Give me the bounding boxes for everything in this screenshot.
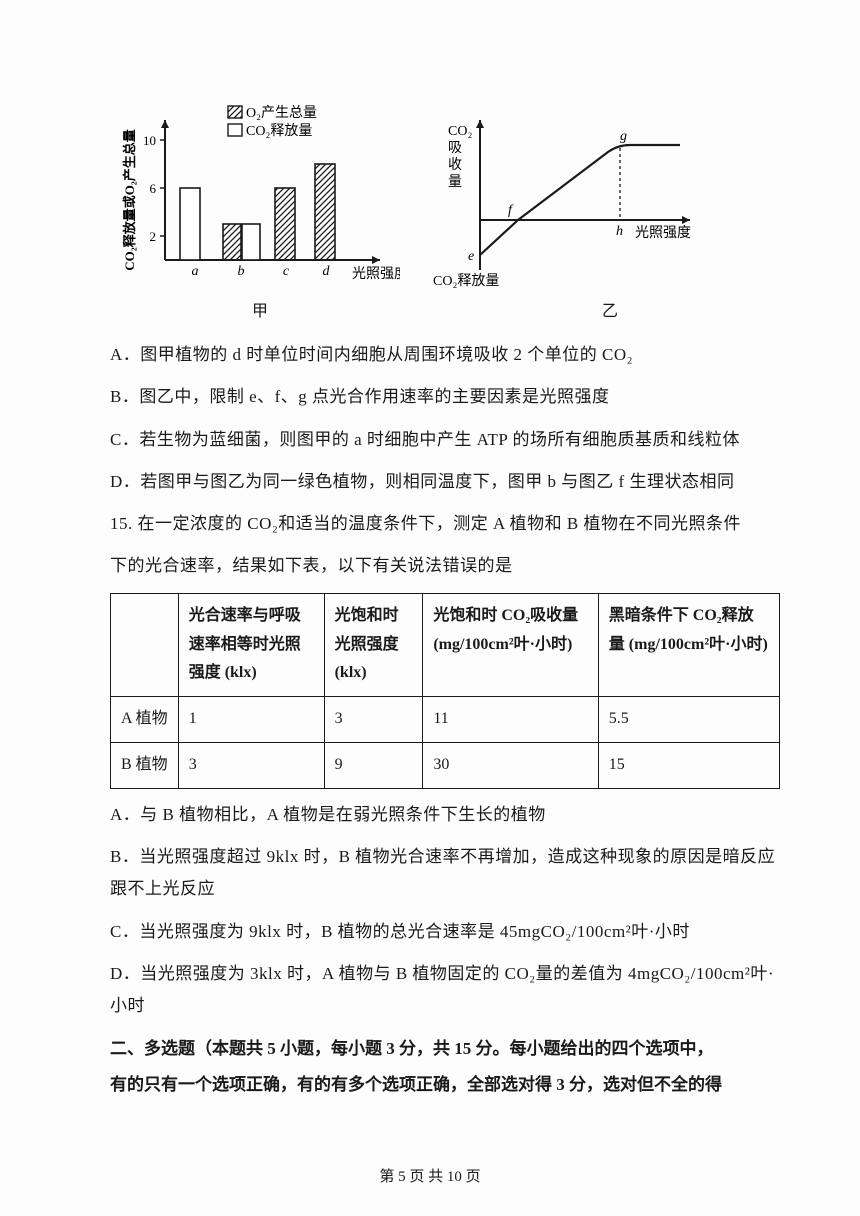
table-row: A 植物 1 3 11 5.5 bbox=[111, 697, 780, 743]
q15-stem-2: 下的光合速率，结果如下表，以下有关说法错误的是 bbox=[110, 550, 780, 582]
ytick-2: 2 bbox=[150, 229, 157, 244]
table-row: B 植物 3 9 30 15 bbox=[111, 742, 780, 788]
chart-jia: CO₂释放量或O₂产生总量 O₂产生总量 CO₂释放量 2 6 10 bbox=[120, 100, 400, 321]
cell: 9 bbox=[324, 742, 423, 788]
chart-yi: CO₂ 吸 收 量 e f g h 光照强度 CO₂释放量 乙 bbox=[430, 100, 710, 321]
x-axis-label-jia: 光照强度 bbox=[352, 266, 400, 282]
q14-options: A．图甲植物的 d 时单位时间内细胞从周围环境吸收 2 个单位的 CO₂ B．图… bbox=[110, 339, 780, 498]
row-a-name: A 植物 bbox=[111, 697, 179, 743]
y-neg-label: CO₂释放量 bbox=[433, 273, 499, 289]
opt-14-c: C．若生物为蓝细菌，则图甲的 a 时细胞中产生 ATP 的场所有细胞质基质和线粒… bbox=[110, 424, 780, 456]
opt-14-d: D．若图甲与图乙为同一绿色植物，则相同温度下，图甲 b 与图乙 f 生理状态相同 bbox=[110, 466, 780, 498]
cat-c: c bbox=[283, 264, 290, 279]
pt-e: e bbox=[468, 249, 474, 264]
ytick-6: 6 bbox=[150, 181, 157, 196]
svg-text:量: 量 bbox=[448, 174, 462, 190]
legend-o2: O₂产生总量 bbox=[246, 105, 317, 121]
col-3: 光饱和时 CO₂吸收量 (mg/100cm²叶·小时) bbox=[423, 593, 598, 696]
ytick-10: 10 bbox=[143, 133, 156, 148]
svg-text:收: 收 bbox=[448, 157, 462, 173]
figure-row: CO₂释放量或O₂产生总量 O₂产生总量 CO₂释放量 2 6 10 bbox=[120, 100, 780, 321]
cat-b: b bbox=[238, 264, 245, 279]
pt-g: g bbox=[620, 129, 627, 144]
q15-options: A．与 B 植物相比，A 植物是在弱光照条件下生长的植物 B．当光照强度超过 9… bbox=[110, 799, 780, 1023]
cell: 11 bbox=[423, 697, 598, 743]
caption-yi: 乙 bbox=[510, 297, 710, 321]
col-blank bbox=[111, 593, 179, 696]
row-b-name: B 植物 bbox=[111, 742, 179, 788]
cell: 30 bbox=[423, 742, 598, 788]
cell: 3 bbox=[178, 742, 324, 788]
x-axis-label-yi: 光照强度 bbox=[635, 225, 691, 241]
exam-page: CO₂释放量或O₂产生总量 O₂产生总量 CO₂释放量 2 6 10 bbox=[0, 0, 860, 1216]
col-4: 黑暗条件下 CO₂释放量 (mg/100cm²叶·小时) bbox=[598, 593, 779, 696]
line-chart-svg: CO₂ 吸 收 量 e f g h 光照强度 CO₂释放量 bbox=[430, 100, 710, 290]
cell: 1 bbox=[178, 697, 324, 743]
section-2-heading-2: 有的只有一个选项正确，有的有多个选项正确，全部选对得 3 分，选对但不全的得 bbox=[110, 1069, 780, 1101]
opt-15-b: B．当光照强度超过 9klx 时，B 植物光合速率不再增加，造成这种现象的原因是… bbox=[110, 841, 780, 906]
y-pos-label: CO₂ bbox=[448, 124, 472, 139]
y-pos-label-2: 吸 bbox=[448, 141, 462, 156]
opt-15-a: A．与 B 植物相比，A 植物是在弱光照条件下生长的植物 bbox=[110, 799, 780, 831]
opt-14-a: A．图甲植物的 d 时单位时间内细胞从周围环境吸收 2 个单位的 CO₂ bbox=[110, 339, 780, 371]
pt-f: f bbox=[508, 203, 514, 218]
y-axis-label: CO₂释放量或O₂产生总量 bbox=[122, 129, 137, 270]
cat-a: a bbox=[192, 264, 199, 279]
pt-h: h bbox=[616, 224, 623, 239]
opt-15-d: D．当光照强度为 3klx 时，A 植物与 B 植物固定的 CO₂量的差值为 4… bbox=[110, 958, 780, 1023]
cell: 3 bbox=[324, 697, 423, 743]
section-2-heading-1: 二、多选题（本题共 5 小题，每小题 3 分，共 15 分。每小题给出的四个选项… bbox=[110, 1033, 780, 1065]
cell: 5.5 bbox=[598, 697, 779, 743]
page-footer: 第 5 页 共 10 页 bbox=[0, 1165, 860, 1186]
opt-15-c: C．当光照强度为 9klx 时，B 植物的总光合速率是 45mgCO₂/100c… bbox=[110, 916, 780, 948]
opt-14-b: B．图乙中，限制 e、f、g 点光合作用速率的主要因素是光照强度 bbox=[110, 381, 780, 413]
legend-co2: CO₂释放量 bbox=[246, 123, 312, 139]
cat-d: d bbox=[323, 264, 331, 279]
q15: 15. 在一定浓度的 CO₂和适当的温度条件下，测定 A 植物和 B 植物在不同… bbox=[110, 508, 780, 583]
bar-chart-svg: CO₂释放量或O₂产生总量 O₂产生总量 CO₂释放量 2 6 10 bbox=[120, 100, 400, 290]
caption-jia: 甲 bbox=[120, 297, 400, 321]
q15-stem-1: 15. 在一定浓度的 CO₂和适当的温度条件下，测定 A 植物和 B 植物在不同… bbox=[110, 508, 780, 540]
col-1: 光合速率与呼吸速率相等时光照强度 (klx) bbox=[178, 593, 324, 696]
col-2: 光饱和时光照强度(klx) bbox=[324, 593, 423, 696]
cell: 15 bbox=[598, 742, 779, 788]
table-header-row: 光合速率与呼吸速率相等时光照强度 (klx) 光饱和时光照强度(klx) 光饱和… bbox=[111, 593, 780, 696]
q15-table: 光合速率与呼吸速率相等时光照强度 (klx) 光饱和时光照强度(klx) 光饱和… bbox=[110, 593, 780, 789]
